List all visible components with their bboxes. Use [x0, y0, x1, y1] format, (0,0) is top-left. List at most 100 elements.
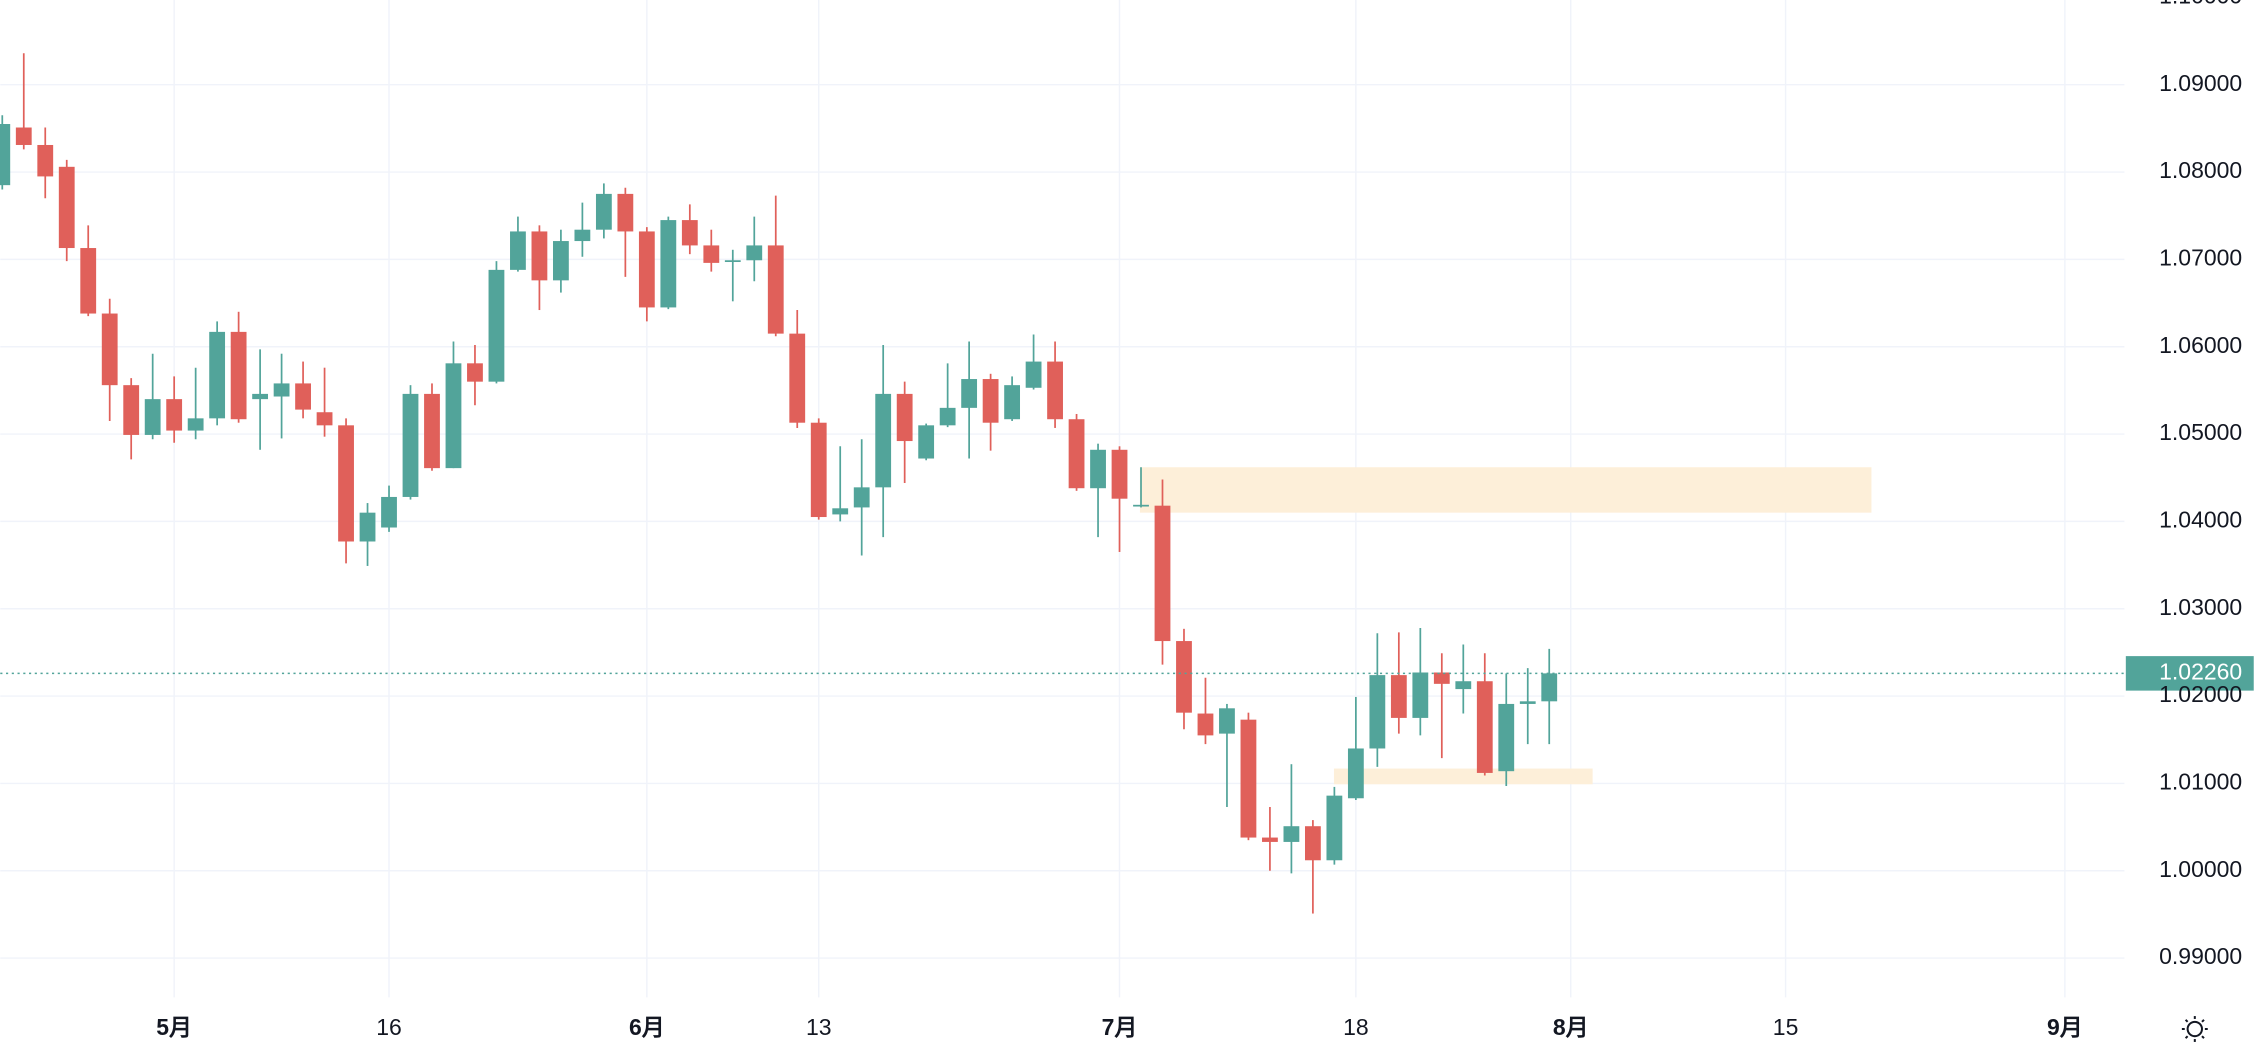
x-tick-label: 16: [376, 1014, 402, 1040]
candle-body: [15, 127, 32, 145]
y-tick-label: 1.00000: [2159, 856, 2242, 882]
candle-body: [230, 331, 247, 420]
settings-icon[interactable]: [2181, 1016, 2208, 1042]
candle-body: [681, 220, 698, 246]
candle-body: [80, 248, 97, 314]
candle-body: [660, 220, 677, 308]
last-price-badge: [2125, 656, 2254, 691]
candle-body: [574, 229, 591, 242]
candle-body: [1455, 681, 1472, 690]
y-tick-label: 1.06000: [2159, 332, 2242, 358]
candle-body: [359, 512, 376, 542]
candle-body: [1068, 419, 1085, 489]
candle-body: [1154, 505, 1171, 642]
candle-body: [402, 393, 419, 497]
x-tick-label: 18: [1343, 1014, 1369, 1040]
y-tick-label: 1.03000: [2159, 594, 2242, 620]
candle-body: [724, 260, 741, 263]
candle-body: [1390, 675, 1407, 718]
candle-body: [1090, 449, 1106, 489]
settings-icon-ray: [2201, 1019, 2205, 1023]
y-tick-label: 1.08000: [2159, 157, 2242, 183]
y-tick-label: 1.04000: [2159, 506, 2242, 532]
candle-body: [767, 245, 784, 334]
candle-body: [166, 399, 183, 431]
candle-body: [875, 393, 892, 488]
x-tick-label: 15: [1773, 1014, 1799, 1040]
candle-body: [638, 231, 655, 308]
candle-body: [1283, 826, 1300, 842]
candle-body: [467, 363, 483, 382]
candle-body: [1047, 361, 1063, 420]
candle-body: [338, 425, 354, 542]
x-tick-label: 6月: [629, 1014, 665, 1040]
y-tick-label: 1.05000: [2159, 419, 2242, 445]
candle-body: [1176, 641, 1192, 713]
candle-body: [1519, 701, 1536, 704]
candle-body: [37, 144, 54, 177]
zone: [1333, 768, 1593, 785]
candle-body: [1369, 675, 1386, 749]
candle-body: [1004, 385, 1021, 420]
candles: [0, 53, 1558, 914]
settings-icon-ray: [2201, 1035, 2205, 1039]
candle-body: [488, 269, 505, 382]
y-tick-label: 0.99000: [2159, 943, 2242, 969]
candle-body: [273, 383, 290, 397]
candle-body: [510, 231, 526, 270]
candle-body: [531, 231, 548, 281]
candle-body: [1240, 719, 1257, 838]
candle-body: [918, 425, 935, 459]
candle-body: [445, 363, 462, 469]
candle-body: [552, 241, 569, 281]
candle-body: [1219, 708, 1235, 734]
overlay: 1.02260: [0, 656, 2254, 691]
candle-body: [896, 393, 913, 442]
candle-body: [144, 399, 161, 435]
candle-body: [1541, 673, 1558, 702]
candle-body: [381, 496, 397, 528]
candle-body: [853, 487, 870, 508]
settings-icon-ray: [2184, 1035, 2189, 1039]
y-tick-label: 1.09000: [2159, 70, 2242, 96]
x-tick-label: 9月: [2047, 1014, 2083, 1040]
candle-body: [595, 193, 612, 230]
candle-body: [187, 418, 204, 431]
x-tick-label: 7月: [1102, 1014, 1138, 1040]
x-tick-label: 8月: [1553, 1014, 1589, 1040]
candle-body: [1111, 449, 1128, 499]
last-price-label: 1.02260: [2159, 658, 2242, 684]
x-tick-label: 5月: [156, 1014, 192, 1040]
candle-body: [1262, 837, 1278, 842]
candle-body: [1025, 361, 1042, 388]
axes: 0.99000 1.00000 1.01000 1.02000 1.03000 1.040…: [156, 0, 2242, 1040]
y-tick-label: 1.02000: [2159, 681, 2242, 707]
settings-icon-ray: [2184, 1019, 2189, 1023]
candle-body: [252, 393, 269, 400]
candle-body: [209, 331, 226, 419]
candle-body: [1197, 713, 1214, 736]
candle-body: [1498, 703, 1515, 772]
candle-body: [1326, 795, 1343, 861]
candle-body: [1412, 672, 1429, 718]
y-tick-label: 1.01000: [2159, 768, 2242, 794]
candle-body: [1476, 681, 1493, 773]
candle-body: [123, 385, 140, 435]
candle-body: [961, 379, 978, 408]
settings-icon-circle: [2186, 1020, 2204, 1038]
candle-body: [703, 245, 720, 263]
candle-body: [1304, 826, 1321, 861]
candle-body: [295, 383, 311, 410]
x-tick-label: 13: [806, 1014, 832, 1040]
y-tick-label: 1.07000: [2159, 244, 2242, 270]
candle-body: [982, 379, 999, 423]
candle-body: [617, 193, 634, 232]
candle-body: [316, 412, 333, 426]
zones: [1139, 467, 1872, 785]
y-tick-label: 1.10000: [2159, 0, 2242, 8]
candle-body: [789, 333, 806, 423]
candle-body: [1433, 672, 1450, 684]
